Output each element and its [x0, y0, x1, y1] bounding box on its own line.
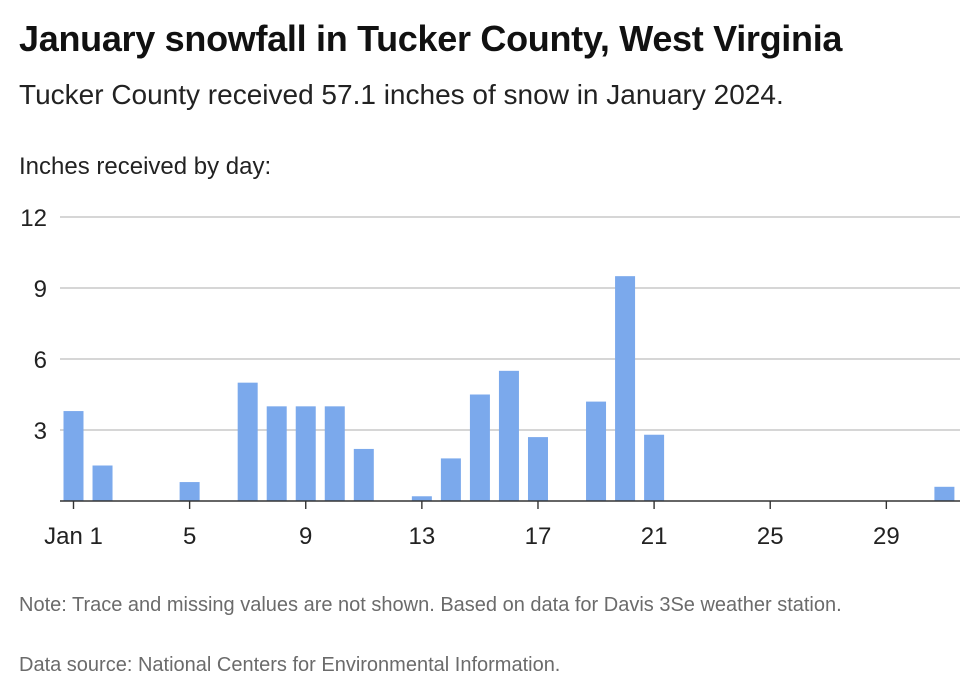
bar-jan-7	[237, 382, 258, 501]
bar-jan-5	[179, 482, 200, 501]
x-tick-label: 29	[873, 523, 900, 550]
y-tick-label: 12	[20, 205, 47, 232]
bar-jan-20	[615, 276, 636, 501]
bar-jan-21	[644, 434, 665, 501]
chart-subtitle: Tucker County received 57.1 inches of sn…	[19, 79, 784, 110]
bar-jan-2	[92, 465, 113, 501]
y-tick-labels: 3 6 9 12	[20, 205, 47, 445]
chart-note: Note: Trace and missing values are not s…	[19, 594, 842, 616]
y-tick-label: 9	[34, 276, 47, 303]
snowfall-bar-chart: 3 6 9 12 Jan 1 5 9 13 17 21 25 29	[20, 205, 960, 550]
y-axis-caption: Inches received by day:	[19, 153, 272, 180]
x-tick-label: 25	[757, 523, 784, 550]
bar-jan-14	[440, 458, 461, 501]
x-tick-label: 5	[183, 523, 196, 550]
x-tick-label: 17	[525, 523, 552, 550]
x-axis: Jan 1 5 9 13 17 21 25 29	[44, 500, 960, 550]
x-tick-label: 13	[409, 523, 436, 550]
bar-jan-31	[934, 486, 955, 501]
y-tick-label: 3	[34, 418, 47, 445]
x-tick-label: Jan 1	[44, 523, 103, 550]
bar-jan-10	[324, 406, 345, 501]
bar-jan-13	[411, 496, 432, 501]
data-source: Data source: National Centers for Enviro…	[19, 654, 561, 676]
bar-jan-17	[527, 437, 548, 501]
bar-jan-11	[353, 448, 374, 501]
x-tick-label: 21	[641, 523, 668, 550]
bars	[63, 276, 955, 501]
chart-title: January snowfall in Tucker County, West …	[19, 18, 843, 59]
bar-jan-16	[498, 370, 519, 501]
bar-jan-9	[295, 406, 316, 501]
y-tick-label: 6	[34, 347, 47, 374]
bar-jan-1	[63, 411, 84, 501]
x-tick-label: 9	[299, 523, 312, 550]
bar-jan-19	[586, 401, 607, 501]
bar-jan-15	[469, 394, 490, 501]
bar-jan-8	[266, 406, 287, 501]
